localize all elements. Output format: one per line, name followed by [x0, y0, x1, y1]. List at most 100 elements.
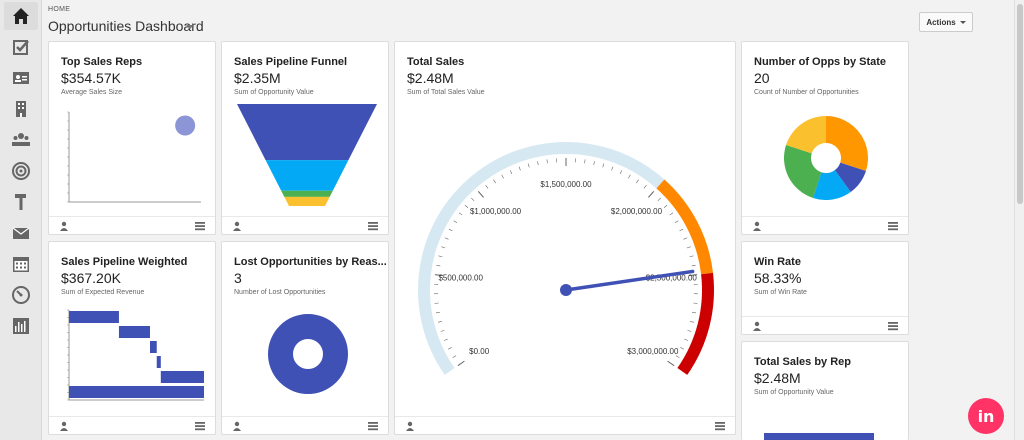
card-sales-pipeline-funnel[interactable]: Sales Pipeline Funnel $2.35M Sum of Oppo…	[221, 41, 389, 235]
card-value: $354.57K	[61, 70, 121, 86]
card-subtitle: Number of Lost Opportunities	[234, 289, 326, 296]
gauge-tick	[686, 246, 691, 249]
card-footer	[742, 316, 908, 334]
user-icon[interactable]	[232, 221, 242, 231]
card-top-sales-reps[interactable]: Top Sales Reps $354.57K Average Sales Si…	[48, 41, 216, 235]
target-icon	[12, 162, 30, 180]
gauge-tick	[628, 174, 631, 179]
user-icon[interactable]	[59, 421, 69, 431]
gauge-tick	[611, 166, 614, 171]
page-title[interactable]: Opportunities Dashboard	[48, 18, 204, 34]
nav-contacts[interactable]	[4, 64, 38, 92]
gauge-tick	[434, 274, 443, 277]
user-icon[interactable]	[405, 421, 415, 431]
gauge-tick	[437, 321, 442, 323]
nav-tools[interactable]	[4, 188, 38, 216]
gauge-tick	[435, 311, 440, 314]
gauge-tick-label: $500,000.00	[438, 274, 483, 283]
list-icon[interactable]	[368, 221, 378, 231]
user-icon[interactable]	[59, 221, 69, 231]
gauge-tick	[683, 237, 688, 240]
card-value: $2.48M	[754, 370, 801, 386]
scatter-point-0	[175, 115, 196, 136]
nav-dashboards[interactable]	[4, 281, 38, 309]
gauge-tick	[485, 185, 489, 189]
nav-accounts[interactable]	[4, 95, 38, 123]
gauge-tick	[648, 191, 655, 198]
list-icon[interactable]	[715, 421, 725, 431]
card-subtitle: Sum of Opportunity Value	[234, 89, 314, 96]
scrollbar-thumb[interactable]	[1017, 4, 1023, 204]
card-opps-by-state[interactable]: Number of Opps by State 20 Count of Numb…	[741, 41, 909, 235]
card-lost-opportunities[interactable]: Lost Opportunities by Reas... 3 Number o…	[221, 241, 389, 435]
caret-down-icon	[959, 20, 966, 24]
nav-reports[interactable]	[4, 312, 38, 340]
nav-calendar[interactable]	[4, 250, 38, 278]
gauge-tick	[546, 159, 548, 164]
nav-home[interactable]	[4, 2, 38, 30]
gauge-needle	[564, 269, 695, 292]
card-sales-pipeline-weighted[interactable]: Sales Pipeline Weighted $367.20K Sum of …	[48, 241, 216, 435]
list-icon[interactable]	[888, 321, 898, 331]
card-value: $367.20K	[61, 270, 121, 286]
gauge-tick-label: $2,000,000.00	[611, 207, 663, 216]
gauge-tick	[440, 329, 445, 332]
card-value: $2.48M	[407, 70, 454, 86]
gauge-tick	[689, 274, 698, 277]
nav-tasks[interactable]	[4, 33, 38, 61]
list-icon[interactable]	[195, 221, 205, 231]
gauge-tick	[443, 338, 448, 341]
gauge-tick	[584, 159, 586, 164]
card-title: Number of Opps by State	[754, 56, 887, 68]
title-dropdown-icon[interactable]	[186, 25, 194, 29]
card-subtitle: Count of Number of Opportunities	[754, 89, 859, 96]
gauge-tick	[518, 166, 521, 171]
gauge-tick	[436, 264, 441, 267]
user-icon[interactable]	[232, 421, 242, 431]
scrollbar[interactable]	[1014, 0, 1024, 440]
home-icon	[13, 8, 29, 24]
gauge-tick	[452, 355, 457, 358]
nav-people[interactable]	[4, 126, 38, 154]
list-icon[interactable]	[888, 221, 898, 231]
list-icon[interactable]	[195, 421, 205, 431]
bar-chart-icon	[13, 318, 29, 334]
card-title: Sales Pipeline Funnel	[234, 56, 348, 68]
card-win-rate[interactable]: Win Rate 58.33% Sum of Win Rate	[741, 241, 909, 335]
donut-slice-0	[268, 314, 348, 394]
gauge-tick	[687, 329, 692, 332]
gauge-tick-label: $0.00	[469, 347, 490, 356]
gauge-band-1	[656, 179, 713, 275]
breadcrumb[interactable]: HOME	[48, 6, 71, 13]
gauge-tick	[684, 338, 689, 341]
user-icon[interactable]	[752, 321, 762, 331]
list-icon[interactable]	[368, 421, 378, 431]
card-value: 58.33%	[754, 270, 802, 286]
nav-targets[interactable]	[4, 157, 38, 185]
gauge-tick	[680, 347, 685, 350]
funnel-chart	[237, 104, 377, 206]
sales-by-rep-bar-chart	[764, 433, 874, 440]
card-subtitle: Average Sales Size	[61, 89, 122, 96]
funnel-segment-0	[237, 104, 377, 161]
gauge-band-0	[417, 141, 665, 375]
card-value: 3	[234, 270, 242, 286]
gauge-tick	[457, 360, 465, 367]
card-value: 20	[754, 70, 770, 86]
gauge-tick-label: $3,000,000.00	[627, 347, 679, 356]
nav-mail[interactable]	[4, 219, 38, 247]
user-icon[interactable]	[752, 221, 762, 231]
actions-button[interactable]: Actions	[919, 12, 973, 32]
gauge-tick	[679, 228, 684, 232]
card-total-sales-by-rep[interactable]: Total Sales by Rep $2.48M Sum of Opportu…	[741, 341, 909, 440]
gauge-icon	[12, 286, 30, 304]
donut-slice-0	[826, 116, 868, 171]
main-content: HOME Opportunities Dashboard Actions Top…	[42, 0, 1014, 440]
scatter-chart	[67, 111, 201, 203]
gauge-tick	[669, 212, 674, 216]
card-total-sales[interactable]: Total Sales $2.48M Sum of Total Sales Va…	[394, 41, 736, 435]
waterfall-chart	[67, 309, 204, 401]
invision-logo-button[interactable]: in	[968, 398, 1004, 434]
gauge-tick	[448, 228, 453, 232]
card-footer	[222, 416, 388, 434]
